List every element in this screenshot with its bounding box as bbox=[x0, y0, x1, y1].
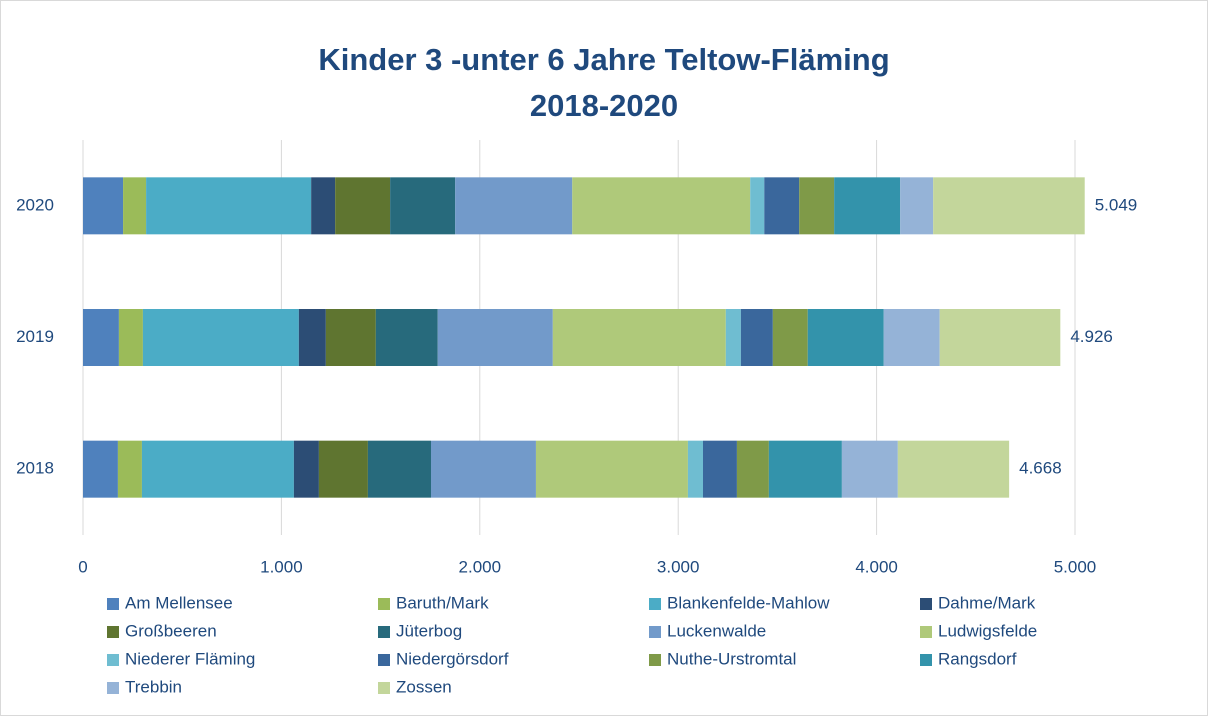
bar-segment bbox=[117, 440, 142, 498]
x-tick-label: 5.000 bbox=[1054, 557, 1097, 576]
legend-label: Ludwigsfelde bbox=[938, 621, 1037, 640]
bar-segment bbox=[768, 440, 842, 498]
legend-swatch bbox=[378, 598, 390, 610]
bar-segment bbox=[799, 177, 835, 235]
legend-swatch bbox=[107, 654, 119, 666]
bar-segment bbox=[83, 177, 124, 235]
x-tick-label: 1.000 bbox=[260, 557, 303, 576]
bar-segment bbox=[430, 440, 536, 498]
bar-segment bbox=[703, 440, 737, 498]
y-tick-label: 2018 bbox=[16, 459, 54, 478]
legend-label: Dahme/Mark bbox=[938, 593, 1036, 612]
bar-segment bbox=[552, 309, 726, 366]
bar-segment bbox=[740, 309, 773, 366]
total-label: 5.049 bbox=[1095, 195, 1138, 214]
bar-segment bbox=[293, 440, 319, 498]
bar-segment bbox=[750, 177, 765, 235]
bar-segment bbox=[933, 177, 1085, 235]
total-label: 4.926 bbox=[1070, 327, 1113, 346]
bar-segment bbox=[83, 309, 119, 366]
legend-label: Trebbin bbox=[125, 677, 182, 696]
bar-segment bbox=[318, 440, 368, 498]
bar-segment bbox=[325, 309, 376, 366]
bar-segment bbox=[311, 177, 336, 235]
legend-label: Niederer Fläming bbox=[125, 649, 255, 668]
bar-segment bbox=[736, 440, 769, 498]
bar-segment bbox=[939, 309, 1061, 366]
bar-segment bbox=[772, 309, 808, 366]
legend-swatch bbox=[378, 682, 390, 694]
bar-segment bbox=[123, 177, 147, 235]
bar-segment bbox=[367, 440, 431, 498]
bar-segment bbox=[118, 309, 143, 366]
legend-swatch bbox=[920, 626, 932, 638]
x-tick-label: 4.000 bbox=[855, 557, 898, 576]
bar-segment bbox=[455, 177, 573, 235]
legend-label: Am Mellensee bbox=[125, 593, 233, 612]
bar-segment bbox=[897, 440, 1010, 498]
legend-swatch bbox=[107, 598, 119, 610]
bar-segment bbox=[841, 440, 898, 498]
legend-label: Jüterbog bbox=[396, 621, 462, 640]
legend-swatch bbox=[649, 598, 661, 610]
bar-segment bbox=[764, 177, 800, 235]
y-tick-label: 2020 bbox=[16, 195, 54, 214]
legend-label: Nuthe-Urstromtal bbox=[667, 649, 796, 668]
chart-title: Kinder 3 -unter 6 Jahre Teltow-Fläming bbox=[318, 42, 889, 77]
bar-segment bbox=[535, 440, 688, 498]
legend-label: Großbeeren bbox=[125, 621, 217, 640]
bar-segment bbox=[141, 440, 294, 498]
bar-segment bbox=[725, 309, 741, 366]
bar-segment bbox=[298, 309, 326, 366]
x-tick-label: 3.000 bbox=[657, 557, 700, 576]
legend-swatch bbox=[649, 626, 661, 638]
bar-segment bbox=[437, 309, 553, 366]
bar-segment bbox=[834, 177, 901, 235]
bar-segment bbox=[375, 309, 438, 366]
bar-segment bbox=[687, 440, 703, 498]
legend-label: Luckenwalde bbox=[667, 621, 766, 640]
total-label: 4.668 bbox=[1019, 459, 1062, 478]
bar-segment bbox=[807, 309, 884, 366]
x-tick-label: 2.000 bbox=[459, 557, 502, 576]
bar-segment bbox=[883, 309, 940, 366]
legend-swatch bbox=[107, 626, 119, 638]
legend-swatch bbox=[920, 598, 932, 610]
bar-segment bbox=[900, 177, 934, 235]
y-tick-label: 2019 bbox=[16, 327, 54, 346]
bar-segment bbox=[335, 177, 391, 235]
bar-segment bbox=[572, 177, 751, 235]
legend-swatch bbox=[378, 654, 390, 666]
legend-swatch bbox=[378, 626, 390, 638]
x-tick-label: 0 bbox=[78, 557, 87, 576]
legend-label: Niedergörsdorf bbox=[396, 649, 509, 668]
bar-segment bbox=[83, 440, 118, 498]
legend-label: Zossen bbox=[396, 677, 452, 696]
bar-segment bbox=[142, 309, 299, 366]
legend-label: Rangsdorf bbox=[938, 649, 1017, 668]
chart-title: 2018-2020 bbox=[530, 88, 678, 123]
bar-segment bbox=[146, 177, 312, 235]
legend-swatch bbox=[649, 654, 661, 666]
legend-label: Blankenfelde-Mahlow bbox=[667, 593, 830, 612]
legend-swatch bbox=[920, 654, 932, 666]
legend-swatch bbox=[107, 682, 119, 694]
bar-segment bbox=[390, 177, 456, 235]
legend-label: Baruth/Mark bbox=[396, 593, 489, 612]
